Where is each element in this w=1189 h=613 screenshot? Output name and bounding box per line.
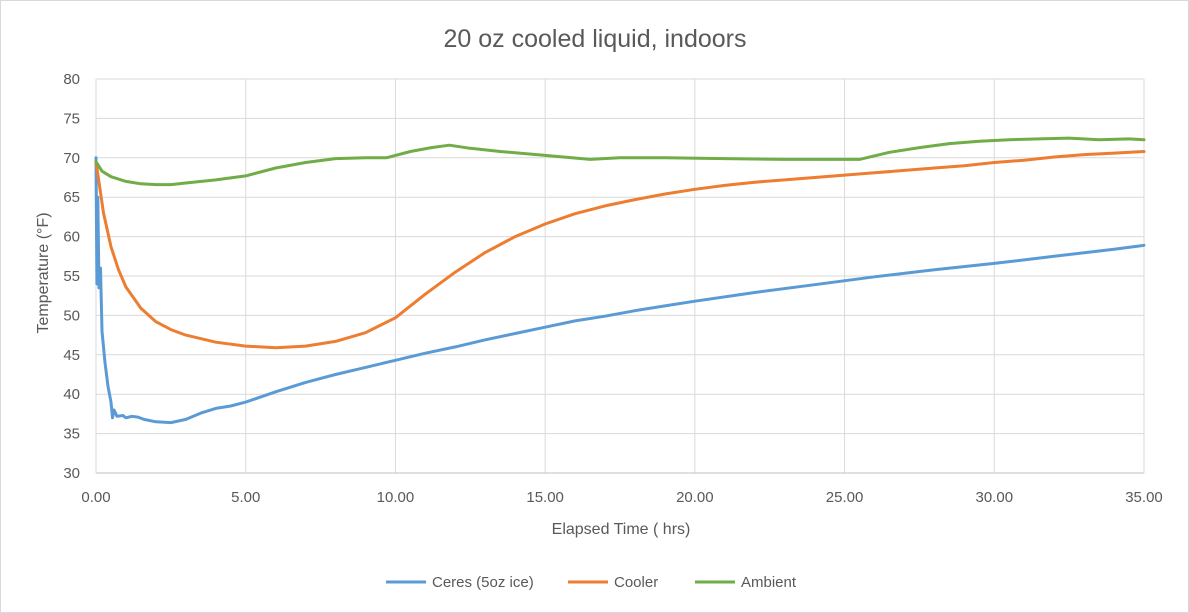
- x-tick-label: 5.00: [231, 489, 260, 506]
- y-tick-label: 55: [63, 268, 80, 285]
- chart-title: 20 oz cooled liquid, indoors: [444, 25, 747, 53]
- y-axis-title: Temperature (°F): [35, 212, 52, 333]
- legend-item: Ceres (5oz ice): [386, 574, 534, 591]
- y-tick-label: 40: [63, 386, 80, 403]
- series-line: [94, 156, 1146, 425]
- y-tick-label: 45: [63, 347, 80, 364]
- legend: Ceres (5oz ice) Cooler Ambient: [386, 574, 797, 591]
- y-tick-label: 75: [63, 110, 80, 127]
- y-tick-label: 70: [63, 150, 80, 167]
- x-tick-label: 10.00: [377, 489, 415, 506]
- x-axis-title: Elapsed Time ( hrs): [552, 521, 691, 538]
- series-lines: [94, 136, 1146, 425]
- x-axis-ticks: 0.00 5.00 10.00 15.00 20.00 25.00 30.00 35.00: [81, 489, 1162, 506]
- y-tick-label: 65: [63, 189, 80, 206]
- x-tick-label: 20.00: [676, 489, 714, 506]
- y-tick-label: 80: [63, 71, 80, 88]
- legend-label: Ambient: [741, 574, 797, 591]
- legend-item: Cooler: [568, 574, 658, 591]
- x-tick-label: 0.00: [81, 489, 110, 506]
- x-tick-label: 25.00: [826, 489, 864, 506]
- legend-label: Cooler: [614, 574, 658, 591]
- x-tick-label: 15.00: [526, 489, 564, 506]
- series-line: [94, 136, 1146, 187]
- grid-lines: [95, 78, 1145, 474]
- y-tick-label: 35: [63, 426, 80, 443]
- legend-item: Ambient: [695, 574, 797, 591]
- y-tick-label: 50: [63, 307, 80, 324]
- y-axis-ticks: 30 35 40 45 50 55 60 65 70 75 80: [63, 71, 80, 482]
- y-tick-label: 30: [63, 465, 80, 482]
- y-tick-label: 60: [63, 229, 80, 246]
- x-tick-label: 30.00: [976, 489, 1014, 506]
- series-line: [94, 150, 1146, 350]
- x-tick-label: 35.00: [1125, 489, 1163, 506]
- legend-label: Ceres (5oz ice): [432, 574, 534, 591]
